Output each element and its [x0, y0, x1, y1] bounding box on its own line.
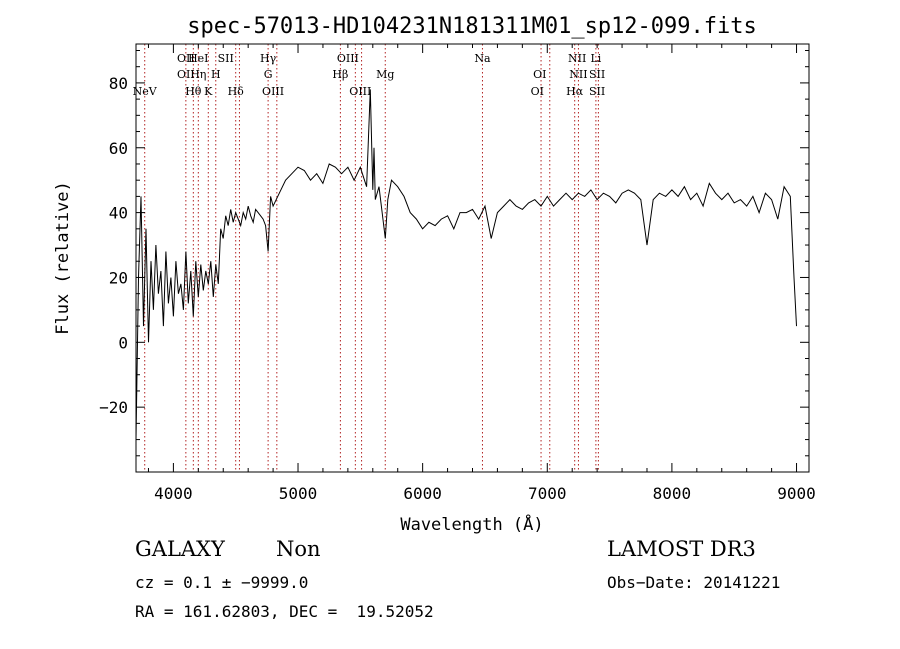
y-tick-label: 0 [118, 333, 128, 352]
spectral-line-label: SII [589, 68, 605, 81]
x-axis-ticks: 4000 5000 6000 7000 8000 9000 [147, 44, 816, 503]
spectral-line-label: OIII [349, 85, 371, 98]
y-tick-label: 20 [109, 268, 128, 287]
spectral-line-label: Li [590, 52, 601, 65]
y-tick-label: 60 [109, 139, 128, 158]
spectral-line-label: SII [589, 85, 605, 98]
x-tick-label: 9000 [777, 484, 816, 503]
chart-title: spec-57013-HD104231N181311M01_sp12-099.f… [187, 14, 757, 39]
spectral-line-label: SII [218, 52, 234, 65]
obs-date: Obs−Date: 20141221 [607, 573, 781, 592]
spectral-line-label: OII [177, 52, 195, 65]
spectral-line-label: Hθ [185, 85, 202, 98]
spectral-line-label: OII [177, 68, 195, 81]
spectral-line-label: Hγ [260, 52, 277, 65]
spectral-line-label: OIII [337, 52, 359, 65]
spectral-line-label: OIII [262, 85, 284, 98]
spectral-line-label: HeI [188, 52, 208, 65]
spectral-line-label: NII [569, 68, 587, 81]
object-class: GALAXY [135, 537, 225, 561]
y-tick-label: 80 [109, 74, 128, 93]
redshift-readout: cz = 0.1 ± −9999.0 [135, 573, 309, 592]
y-tick-label: −20 [99, 398, 128, 417]
spectral-line-label: NeV [133, 85, 158, 98]
x-tick-label: 4000 [154, 484, 193, 503]
spectral-line-label: Hδ [228, 85, 245, 98]
object-subclass: Non [276, 537, 321, 561]
y-axis-label: Flux (relative) [53, 181, 73, 335]
line-markers [144, 44, 599, 472]
spectrum-series [135, 89, 797, 440]
spectrum-line [135, 89, 797, 440]
spectral-line-label: Hβ [332, 68, 348, 81]
spectral-line-label: Hα [566, 85, 584, 98]
x-axis-label: Wavelength (Å) [400, 513, 543, 535]
x-tick-label: 8000 [653, 484, 692, 503]
y-tick-label: 40 [109, 204, 128, 223]
spectral-line-label: Na [474, 52, 491, 65]
spectral-line-label: K [204, 85, 213, 98]
coordinates-readout: RA = 161.62803, DEC = 19.52052 [135, 602, 434, 621]
spectral-line-label: OI [531, 85, 544, 98]
plot-frame [135, 43, 810, 473]
spectral-line-label: Hη [190, 68, 206, 81]
y-axis-ticks: −20 0 20 40 60 80 [99, 49, 809, 457]
spectral-line-label: G [264, 68, 273, 81]
x-tick-label: 7000 [528, 484, 567, 503]
x-tick-label: 6000 [403, 484, 442, 503]
survey-name: LAMOST DR3 [607, 537, 756, 561]
x-tick-label: 5000 [279, 484, 318, 503]
spectral-line-label: NII [568, 52, 586, 65]
spectral-line-labels: NeVOIIOIIHθHeIHηKHSIIHδHγGOIIIHβOIIIOIII… [133, 52, 606, 98]
spectral-line-label: OI [533, 68, 546, 81]
spectral-line-label: H [211, 68, 221, 81]
spectral-line-label: Mg [376, 68, 394, 81]
